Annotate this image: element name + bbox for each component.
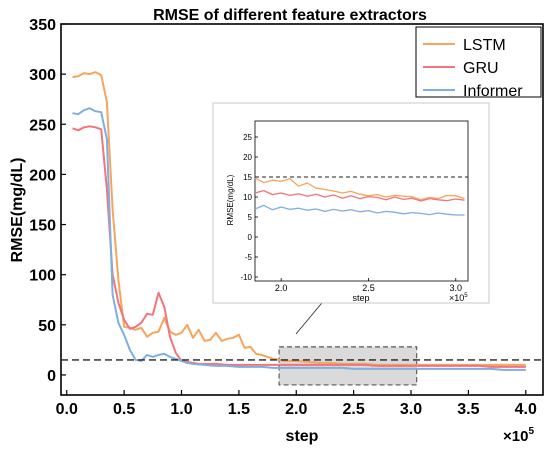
- x-tick-label: 1.0: [170, 401, 192, 418]
- y-axis-label: RMSE(mg/dL): [9, 158, 26, 263]
- x-axis-multiplier: ×105: [503, 426, 534, 445]
- inset-y-tick-label: 15: [243, 173, 252, 182]
- y-tick-label: 0: [47, 368, 56, 385]
- inset-series-lines: [254, 177, 465, 216]
- x-tick-label: 1.5: [228, 401, 250, 418]
- x-axis-label: step: [286, 428, 319, 445]
- x-tick-label: 3.0: [400, 401, 422, 418]
- series-line-informer: [72, 107, 526, 371]
- legend-label-informer: Informer: [463, 83, 523, 100]
- chart-title: RMSE of different feature extractors: [153, 7, 427, 24]
- main-plot: 0.0 0.5 1.0 1.5 2.0 2.5 3.0 3.5 4.00501001502002…: [29, 17, 544, 418]
- legend-items: LSTM GRU Informer: [423, 37, 523, 100]
- x-tick-label: 0.0: [56, 401, 78, 418]
- x-tick-label: 0.5: [113, 401, 135, 418]
- y-tick-label: 100: [29, 268, 56, 285]
- inset-background: [212, 102, 490, 304]
- series-lines: [72, 71, 526, 371]
- inset-x-multiplier-exponent: 5: [464, 293, 468, 299]
- x-tick-label: 2.0: [285, 401, 307, 418]
- y-tick-label: 250: [29, 117, 56, 134]
- x-multiplier-base: ×10: [503, 428, 528, 445]
- series-line-gru: [72, 125, 526, 368]
- inset-x-tick-label: 3.0: [450, 283, 463, 293]
- inset-x-tick-label: 2.5: [362, 283, 375, 293]
- plot-frame: [60, 23, 544, 396]
- inset-frame: [254, 120, 469, 282]
- inset-y-tick-label: 20: [243, 153, 252, 162]
- axis-ticks: 0.0 0.5 1.0 1.5 2.0 2.5 3.0 3.5 4.00501001502002…: [29, 17, 537, 418]
- inset-axis-ticks: 2.0 2.5 3.0 -10 -5 0 5 10 15 20 25: [240, 133, 462, 293]
- x-tick-label: 2.5: [343, 401, 365, 418]
- x-tick-label: 4.0: [515, 401, 537, 418]
- inset-x-tick-label: 2.0: [275, 283, 288, 293]
- inset-y-tick-label: 5: [248, 213, 253, 222]
- inset-series-line-informer: [254, 204, 465, 216]
- legend-box: [415, 26, 542, 98]
- x-tick-label: 3.5: [457, 401, 479, 418]
- inset-y-axis-label: RMSE(mg/dL): [226, 174, 235, 225]
- y-tick-label: 150: [29, 218, 56, 235]
- legend: LSTM GRU Informer: [415, 26, 542, 100]
- inset-x-multiplier: ×105: [449, 293, 468, 303]
- inset-series-line-lstm: [254, 177, 465, 201]
- inset-y-tick-label: -10: [240, 273, 252, 282]
- inset-x-multiplier-base: ×10: [449, 293, 464, 303]
- y-tick-label: 350: [29, 17, 56, 34]
- inset-x-axis-label: step: [352, 293, 369, 303]
- inset-series-line-gru: [254, 189, 465, 202]
- y-tick-label: 300: [29, 67, 56, 84]
- inset-y-tick-label: 25: [243, 133, 252, 142]
- x-multiplier-exponent: 5: [528, 426, 534, 437]
- inset-y-tick-label: -5: [245, 253, 253, 262]
- legend-label-lstm: LSTM: [463, 37, 506, 54]
- y-tick-label: 50: [38, 318, 56, 335]
- legend-label-gru: GRU: [463, 60, 499, 77]
- inset-y-tick-label: 0: [248, 233, 253, 242]
- y-tick-label: 200: [29, 167, 56, 184]
- inset-y-tick-label: 10: [243, 193, 252, 202]
